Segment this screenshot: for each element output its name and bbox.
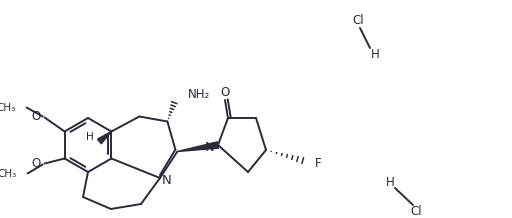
- Text: CH₃: CH₃: [0, 102, 16, 112]
- Text: Cl: Cl: [352, 15, 364, 27]
- Text: H: H: [386, 175, 394, 189]
- Polygon shape: [97, 131, 112, 144]
- Text: O: O: [31, 157, 40, 170]
- Text: O: O: [31, 110, 40, 123]
- Polygon shape: [177, 142, 219, 152]
- Text: Cl: Cl: [410, 204, 422, 218]
- Text: N: N: [162, 174, 172, 187]
- Text: H: H: [371, 48, 379, 61]
- Text: NH₂: NH₂: [187, 88, 209, 101]
- Text: N: N: [204, 140, 214, 153]
- Text: O: O: [220, 85, 229, 99]
- Text: F: F: [315, 157, 322, 170]
- Text: H: H: [86, 131, 93, 141]
- Text: CH₃: CH₃: [0, 169, 16, 179]
